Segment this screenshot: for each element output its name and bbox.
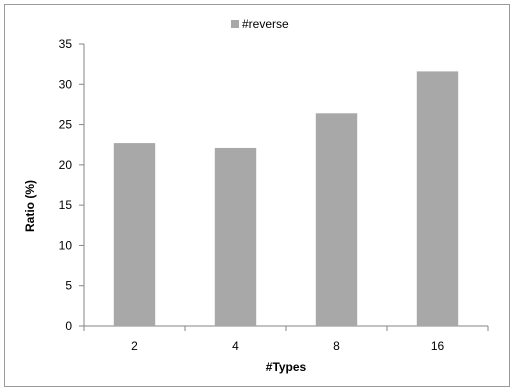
legend-label: #reverse	[242, 17, 289, 31]
y-tick-label: 15	[59, 198, 73, 212]
bar-16	[416, 71, 459, 326]
bars	[113, 71, 459, 326]
legend-swatch	[231, 20, 239, 28]
y-tick-label: 0	[65, 319, 72, 333]
bar-4	[214, 147, 257, 326]
x-tick-label: 2	[131, 339, 138, 353]
y-tick-label: 35	[59, 37, 73, 51]
y-tick-label: 10	[59, 238, 73, 252]
legend: #reverse	[231, 17, 289, 31]
x-tick-label: 8	[333, 339, 340, 353]
y-axis: 0 5 10 15 20 25 30 35	[59, 37, 85, 333]
bar-8	[315, 113, 358, 326]
x-axis-title: #Types	[266, 360, 307, 374]
x-axis: 2 4 8 16	[83, 325, 489, 353]
bar-2	[113, 143, 156, 326]
y-axis-title: Ratio (%)	[23, 180, 37, 232]
y-tick-label: 25	[59, 118, 73, 132]
y-tick-label: 30	[59, 77, 73, 91]
y-tick-label: 5	[65, 279, 72, 293]
x-tick-label: 16	[431, 339, 445, 353]
x-tick-label: 4	[232, 339, 239, 353]
y-tick-label: 20	[59, 158, 73, 172]
